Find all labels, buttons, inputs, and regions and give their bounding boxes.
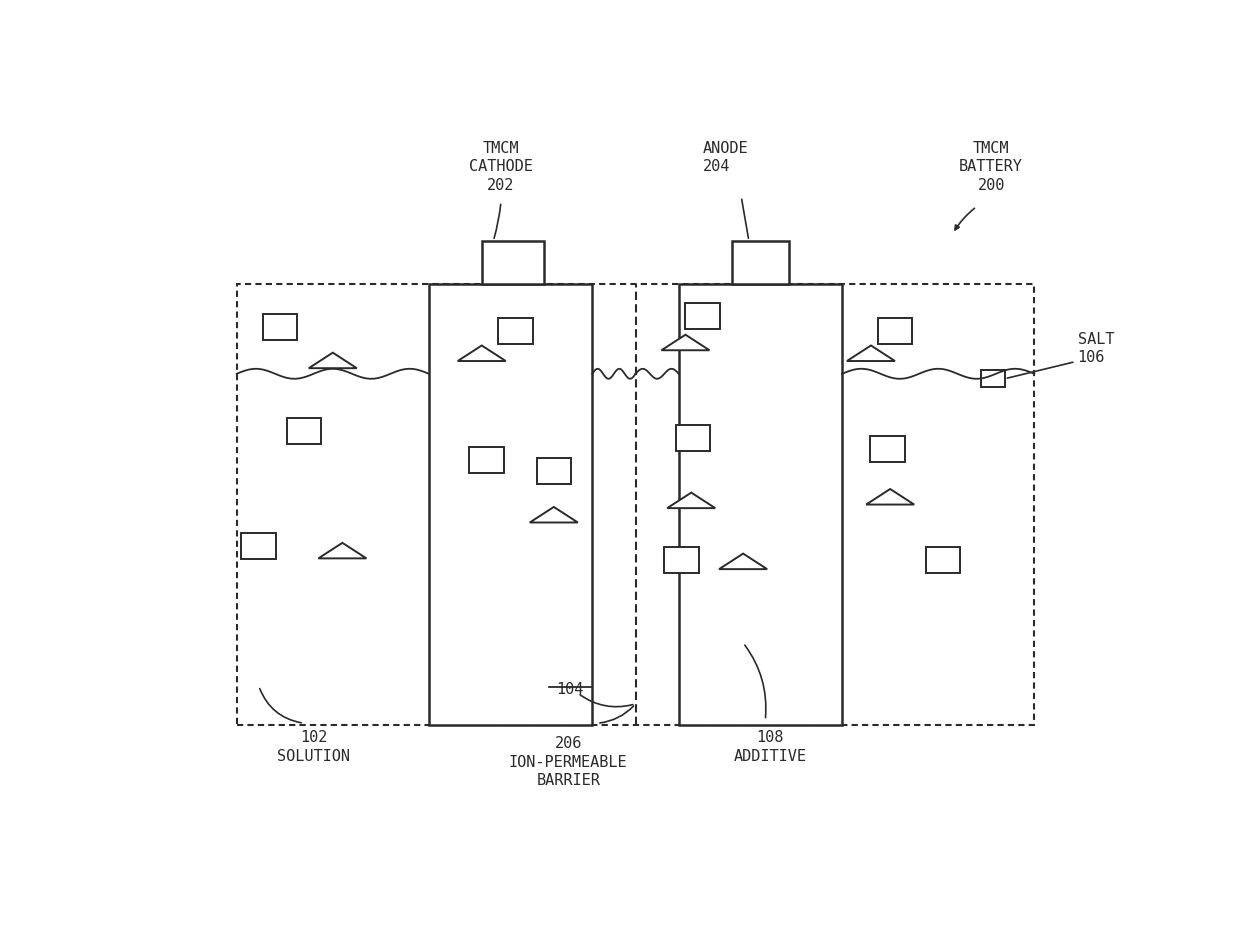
Text: 102
SOLUTION: 102 SOLUTION	[277, 731, 350, 764]
Bar	[878, 318, 913, 344]
Bar	[686, 304, 720, 329]
Text: 104: 104	[557, 682, 584, 697]
Bar	[678, 284, 842, 725]
Text: TMCM
CATHODE
202: TMCM CATHODE 202	[469, 141, 533, 193]
Text: ANODE
204: ANODE 204	[703, 141, 749, 174]
Bar	[870, 436, 905, 462]
Text: TMCM
BATTERY
200: TMCM BATTERY 200	[959, 141, 1023, 193]
Bar	[982, 370, 1004, 388]
Bar	[429, 284, 593, 725]
Polygon shape	[661, 335, 709, 350]
Polygon shape	[667, 493, 715, 508]
Bar	[926, 547, 960, 573]
Text: 206
ION-PERMEABLE
BARRIER: 206 ION-PERMEABLE BARRIER	[508, 736, 627, 788]
Bar	[498, 318, 533, 344]
Bar	[665, 547, 699, 573]
Text: 108
ADDITIVE: 108 ADDITIVE	[734, 731, 806, 764]
Bar	[537, 458, 572, 484]
Polygon shape	[866, 489, 914, 504]
Bar	[237, 284, 1034, 725]
Bar	[242, 533, 277, 559]
Bar	[286, 418, 321, 445]
Bar	[263, 314, 298, 340]
Polygon shape	[719, 554, 768, 569]
Bar	[732, 241, 790, 284]
Bar	[676, 425, 711, 451]
Polygon shape	[458, 346, 506, 361]
Polygon shape	[847, 346, 895, 361]
Bar	[481, 241, 544, 284]
Polygon shape	[319, 542, 367, 558]
Polygon shape	[529, 507, 578, 523]
Text: SALT
106: SALT 106	[1078, 332, 1114, 365]
Polygon shape	[309, 352, 357, 368]
Bar	[469, 447, 503, 473]
